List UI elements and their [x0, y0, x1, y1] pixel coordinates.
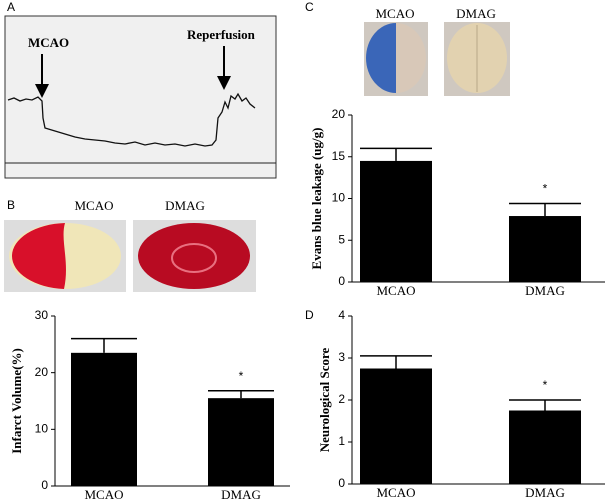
x-tick-label: MCAO: [84, 487, 123, 502]
y-tick-label: 20: [332, 107, 346, 121]
y-tick-label: 20: [35, 365, 49, 379]
bar: [360, 160, 432, 282]
evans-blue: [366, 23, 396, 93]
y-tick-label: 0: [338, 476, 345, 490]
arrow-head: [35, 84, 49, 98]
y-tick-label: 3: [338, 350, 345, 364]
image-label: DMAG: [456, 6, 496, 21]
y-tick-label: 30: [35, 308, 49, 322]
panel-label: C: [305, 0, 314, 14]
brain-detail: [171, 243, 217, 273]
y-tick-label: 10: [332, 191, 346, 205]
y-tick-label: 0: [338, 274, 345, 288]
y-tick-label: 2: [338, 392, 345, 406]
bar: [208, 398, 274, 486]
y-tick-label: 10: [35, 422, 49, 436]
y-tick-label: 1: [338, 434, 345, 448]
y-tick-label: 5: [338, 232, 345, 246]
x-tick-label: MCAO: [376, 283, 415, 298]
annotation: Reperfusion: [187, 27, 256, 42]
image-label: DMAG: [165, 198, 205, 213]
trace: [7, 92, 256, 147]
y-axis-label: Infarct Volume(%): [9, 348, 24, 454]
panel-label: B: [7, 198, 15, 212]
annotation: MCAO: [28, 35, 69, 50]
y-axis-label: Neurological Score: [317, 347, 332, 452]
x-tick-label: DMAG: [525, 485, 565, 500]
image-label: MCAO: [375, 6, 414, 21]
bar: [71, 352, 137, 486]
bar: [509, 216, 581, 282]
y-tick-label: 15: [332, 149, 346, 163]
y-tick-label: 4: [338, 308, 345, 322]
y-tick-label: 0: [41, 478, 48, 492]
x-tick-label: DMAG: [221, 487, 261, 502]
brain-slice: [138, 223, 250, 289]
bar: [509, 410, 581, 484]
bar: [360, 368, 432, 484]
significance-mark: *: [543, 182, 548, 196]
x-tick-label: MCAO: [376, 485, 415, 500]
significance-mark: *: [543, 378, 548, 392]
panel-label: A: [7, 0, 15, 14]
image-label: MCAO: [74, 198, 113, 213]
infarct: [11, 223, 66, 289]
significance-mark: *: [239, 369, 244, 383]
x-tick-label: DMAG: [525, 283, 565, 298]
arrow-head: [217, 76, 231, 90]
y-axis-label: Evans blue leakage (ug/g): [309, 128, 324, 270]
panel-label: D: [305, 308, 314, 322]
